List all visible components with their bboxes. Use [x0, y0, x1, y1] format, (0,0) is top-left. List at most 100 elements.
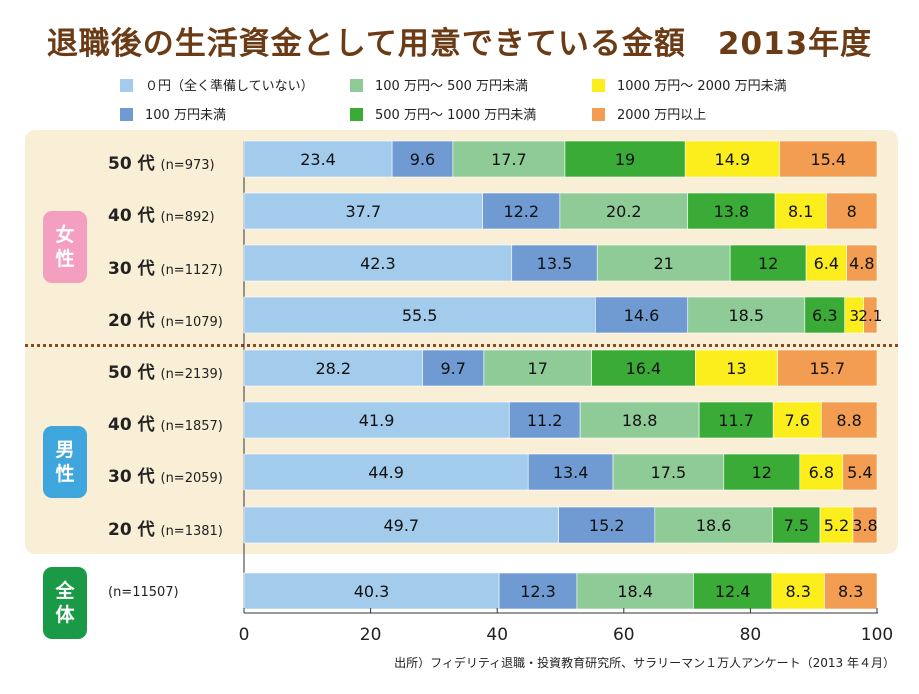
legend-swatch-0	[120, 79, 133, 92]
bar-r3-s3	[804, 296, 846, 334]
bar-r8-s0	[243, 572, 500, 610]
legend-swatch-1	[120, 108, 133, 121]
bar-r1-s5	[826, 192, 878, 230]
bar-label-r3-s1: 14.6	[624, 306, 660, 325]
source-note: 出所）フィデリティ退職・投資教育研究所、サラリーマン１万人アンケート（2013 …	[394, 656, 895, 670]
row-label-4: 50 代 (n=2139)	[108, 358, 223, 383]
bar-r2-s1	[511, 244, 598, 282]
bar-r0-s5	[779, 140, 878, 178]
bar-label-r0-s1: 9.6	[410, 150, 435, 169]
legend-item-2: 100 万円～ 500 万円未満	[350, 75, 528, 94]
bar-label-r3-s5: 2.1	[858, 307, 882, 325]
bar-r8-s2	[576, 572, 694, 610]
row-label-2: 30 代 (n=1127)	[108, 254, 223, 279]
bar-label-r0-s3: 19	[615, 150, 635, 169]
legend-label-1: 100 万円未満	[145, 108, 226, 123]
bar-label-r7-s0: 49.7	[383, 516, 419, 535]
legend-label-2: 100 万円～ 500 万円未満	[375, 79, 529, 94]
legend-item-1: 100 万円未満	[120, 104, 226, 123]
row-label-5: 40 代 (n=1857)	[108, 410, 223, 435]
gender-divider	[25, 344, 898, 347]
row-age-7: 20 代	[108, 520, 155, 540]
row-age-2: 30 代	[108, 259, 155, 279]
x-tick-label-1: 20	[360, 625, 382, 645]
bar-r3-s0	[243, 296, 596, 334]
bar-label-r4-s1: 9.7	[440, 359, 465, 378]
bar-r7-s0	[243, 506, 559, 544]
bar-label-r7-s2: 18.6	[696, 516, 732, 535]
row-n-0: (n=973)	[160, 158, 215, 173]
bar-r0-s0	[243, 140, 393, 178]
bar-r6-s2	[612, 453, 725, 491]
row-label-1: 40 代 (n=892)	[108, 201, 215, 226]
legend-label-0: ０円（全く準備していない）	[145, 79, 314, 94]
bar-r5-s0	[243, 401, 510, 439]
bar-label-r8-s0: 40.3	[354, 582, 390, 601]
bar-r3-s2	[687, 296, 806, 334]
bar-label-r5-s4: 7.6	[785, 411, 810, 430]
bar-label-r3-s4: 3	[849, 307, 859, 325]
bar-r1-s3	[687, 192, 776, 230]
bar-label-r2-s0: 42.3	[360, 254, 396, 273]
bar-label-r7-s4: 5.2	[824, 516, 849, 535]
bar-r1-s2	[559, 192, 689, 230]
bar-label-r6-s5: 5.4	[847, 463, 872, 482]
row-n-8: (n=11507)	[108, 585, 179, 600]
bar-label-r1-s1: 12.2	[503, 202, 539, 221]
bar-label-r0-s4: 14.9	[715, 150, 751, 169]
x-tick-label-2: 40	[486, 625, 508, 645]
bar-r2-s3	[729, 244, 807, 282]
bar-label-r6-s0: 44.9	[368, 463, 404, 482]
row-n-3: (n=1079)	[160, 315, 223, 330]
bar-r3-s5	[863, 296, 878, 334]
row-age-0: 50 代	[108, 154, 155, 174]
legend-item-5: 2000 万円以上	[592, 104, 706, 123]
row-n-1: (n=892)	[160, 210, 215, 225]
bar-label-r1-s2: 20.2	[606, 202, 642, 221]
bar-label-r6-s1: 13.4	[553, 463, 589, 482]
row-label-3: 20 代 (n=1079)	[108, 306, 223, 331]
bar-label-r2-s2: 21	[653, 254, 673, 273]
legend-swatch-5	[592, 108, 605, 121]
bar-r5-s3	[698, 401, 774, 439]
bar-r4-s5	[777, 349, 878, 387]
legend-label-5: 2000 万円以上	[617, 108, 707, 123]
x-tick-label-5: 100	[861, 625, 893, 645]
row-label-6: 30 代 (n=2059)	[108, 462, 223, 487]
row-n-5: (n=1857)	[160, 419, 223, 434]
legend-swatch-2	[350, 79, 363, 92]
bar-r5-s4	[772, 401, 822, 439]
bar-label-r3-s3: 6.3	[812, 306, 837, 325]
bar-r4-s1	[422, 349, 485, 387]
bar-label-r1-s3: 13.8	[714, 202, 750, 221]
bar-label-r5-s0: 41.9	[359, 411, 395, 430]
bar-label-r0-s5: 15.4	[810, 150, 846, 169]
legend-label-3: 500 万円～ 1000 万円未満	[375, 108, 537, 123]
bar-label-r5-s3: 11.7	[718, 411, 754, 430]
all-badge: 全 体	[43, 567, 87, 639]
bar-r7-s1	[558, 506, 656, 544]
bar-label-r8-s4: 8.3	[785, 582, 810, 601]
row-age-4: 50 代	[108, 363, 155, 383]
bar-r2-s0	[243, 244, 513, 282]
bar-r8-s4	[771, 572, 825, 610]
bar-r4-s2	[483, 349, 592, 387]
bar-label-r2-s1: 13.5	[537, 254, 573, 273]
bar-r5-s2	[579, 401, 700, 439]
x-tick-label-3: 60	[613, 625, 635, 645]
row-age-3: 20 代	[108, 311, 155, 331]
bar-label-r4-s3: 16.4	[626, 359, 662, 378]
legend-item-0: ０円（全く準備していない）	[120, 75, 314, 94]
row-label-7: 20 代 (n=1381)	[108, 515, 223, 540]
bar-label-r7-s1: 15.2	[589, 516, 625, 535]
bar-label-r5-s5: 8.8	[836, 411, 861, 430]
bar-label-r2-s5: 4.8	[849, 254, 874, 273]
row-label-8: (n=11507)	[108, 581, 179, 601]
bar-label-r1-s0: 37.7	[346, 202, 382, 221]
bar-r7-s3	[772, 506, 821, 544]
row-n-7: (n=1381)	[160, 524, 223, 539]
bar-r6-s0	[243, 453, 529, 491]
bar-label-r8-s5: 8.3	[838, 582, 863, 601]
bar-label-r6-s4: 6.8	[809, 463, 834, 482]
